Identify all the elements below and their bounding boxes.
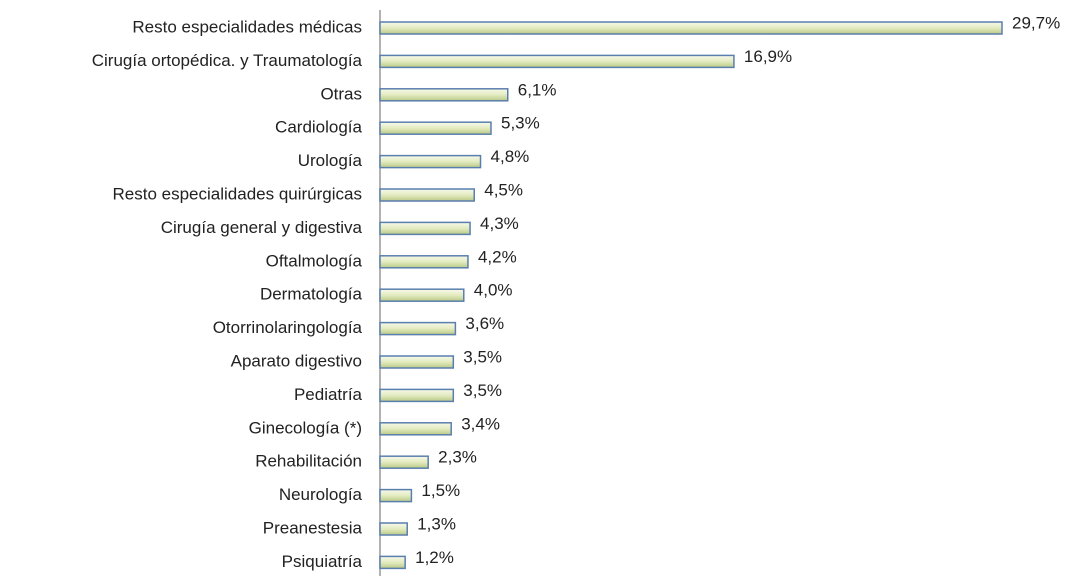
bar bbox=[379, 188, 475, 202]
bar bbox=[379, 88, 509, 102]
value-label: 2,3% bbox=[438, 448, 477, 467]
bar bbox=[379, 522, 408, 536]
bar bbox=[379, 288, 465, 302]
category-label: Dermatología bbox=[260, 285, 363, 304]
category-label: Urología bbox=[298, 151, 363, 170]
category-label: Psiquiatría bbox=[282, 552, 363, 571]
category-label: Cirugía general y digestiva bbox=[161, 218, 363, 237]
category-label: Pediatría bbox=[294, 385, 363, 404]
category-label: Cirugía ortopédica. y Traumatología bbox=[92, 51, 363, 70]
value-label: 4,8% bbox=[491, 147, 530, 166]
category-label: Cardiología bbox=[275, 118, 362, 137]
value-label: 1,5% bbox=[421, 481, 460, 500]
value-label: 5,3% bbox=[501, 114, 540, 133]
bar bbox=[379, 555, 406, 570]
value-label: 1,2% bbox=[415, 548, 454, 567]
category-label: Oftalmología bbox=[266, 251, 363, 270]
bar bbox=[379, 255, 469, 269]
value-label: 4,2% bbox=[478, 247, 517, 266]
category-label: Ginecología (*) bbox=[249, 418, 362, 437]
value-label: 3,4% bbox=[461, 414, 500, 433]
category-label: Neurología bbox=[279, 485, 363, 504]
bar bbox=[379, 21, 1003, 35]
bar bbox=[379, 121, 492, 135]
value-label: 3,5% bbox=[463, 381, 502, 400]
bar bbox=[379, 455, 429, 469]
category-label: Rehabilitación bbox=[255, 452, 362, 471]
bar bbox=[379, 221, 471, 236]
value-label: 3,5% bbox=[463, 347, 502, 366]
category-label: Otras bbox=[320, 84, 362, 103]
value-label: 1,3% bbox=[417, 514, 456, 533]
bar bbox=[379, 154, 482, 169]
bar bbox=[379, 488, 413, 503]
value-label: 6,1% bbox=[518, 80, 557, 99]
category-label: Aparato digestivo bbox=[231, 351, 362, 370]
value-label: 4,5% bbox=[484, 180, 523, 199]
value-label: 3,6% bbox=[465, 314, 504, 333]
value-label: 29,7% bbox=[1012, 13, 1060, 32]
category-label: Otorrinolaringología bbox=[213, 318, 363, 337]
bar bbox=[379, 54, 735, 69]
category-label: Resto especialidades médicas bbox=[132, 17, 362, 36]
bar bbox=[379, 388, 455, 403]
bar bbox=[379, 321, 457, 336]
category-label: Resto especialidades quirúrgicas bbox=[113, 184, 362, 203]
category-label: Preanestesia bbox=[263, 518, 363, 537]
value-label: 4,0% bbox=[474, 281, 513, 300]
bar bbox=[379, 355, 455, 369]
value-label: 4,3% bbox=[480, 214, 519, 233]
bar bbox=[379, 422, 452, 436]
value-label: 16,9% bbox=[744, 47, 792, 66]
